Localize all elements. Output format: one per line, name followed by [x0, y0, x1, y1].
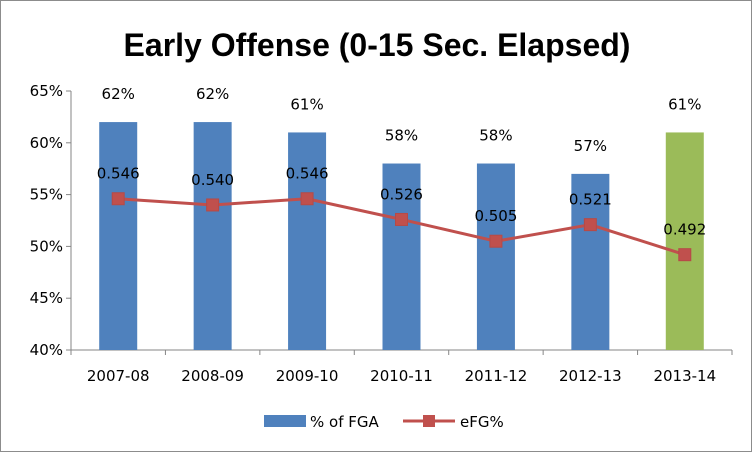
bar-data-label: 58% — [385, 127, 418, 145]
bar-data-label: 57% — [574, 137, 607, 155]
bar-data-label: 62% — [102, 85, 135, 103]
line-data-labels: 0.546 0.540 0.546 0.526 0.505 0.521 0.492 — [97, 165, 707, 239]
line-marker — [206, 198, 220, 212]
bar — [571, 173, 610, 350]
legend-bar-label: % of FGA — [310, 413, 379, 431]
x-axis: 2007-08 2008-09 2009-10 2010-11 2011-12 2012-… — [70, 349, 733, 385]
bar-data-label: 61% — [290, 95, 323, 113]
legend-line-marker — [423, 415, 435, 427]
bar-data-label: 58% — [479, 127, 512, 145]
bar — [193, 122, 232, 350]
bar — [476, 163, 515, 350]
x-tick-label: 2013-14 — [653, 367, 716, 385]
bar — [99, 122, 138, 350]
bar-data-label: 61% — [668, 95, 701, 113]
line-series — [111, 192, 692, 262]
y-tick-label: 45% — [30, 289, 63, 307]
line-marker — [489, 234, 503, 248]
line-marker — [395, 212, 408, 226]
x-tick-label: 2011-12 — [465, 367, 528, 385]
line-marker — [111, 192, 125, 206]
legend-bar-swatch — [264, 415, 306, 427]
bar — [288, 132, 327, 350]
line-data-label: 0.526 — [380, 185, 423, 203]
legend-line-label: eFG% — [460, 413, 504, 431]
line-data-label: 0.540 — [191, 171, 234, 189]
y-tick-label: 55% — [30, 186, 63, 204]
y-tick-label: 50% — [30, 237, 63, 255]
bar-data-labels: 62% 62% 61% 58% 58% 57% 61% — [102, 85, 702, 155]
line-marker — [678, 248, 692, 262]
x-tick-label: 2007-08 — [87, 367, 150, 385]
line-marker — [300, 192, 314, 206]
x-tick-label: 2009-10 — [276, 367, 339, 385]
bar-series — [99, 122, 704, 350]
y-tick-label: 65% — [30, 82, 63, 100]
y-tick-label: 60% — [30, 134, 63, 152]
x-tick-label: 2010-11 — [370, 367, 433, 385]
y-axis: 40% 45% 50% 55% 60% 65% — [30, 82, 72, 359]
bar-data-label: 62% — [196, 85, 229, 103]
x-tick-label: 2012-13 — [559, 367, 622, 385]
bar — [382, 163, 421, 350]
line-marker — [583, 218, 597, 232]
legend: % of FGA eFG% — [264, 413, 504, 431]
line-data-label: 0.521 — [569, 191, 612, 209]
line-data-label: 0.505 — [474, 207, 517, 225]
bar — [665, 132, 704, 350]
line-data-label: 0.546 — [286, 165, 329, 183]
chart-title: Early Offense (0-15 Sec. Elapsed) — [124, 27, 631, 63]
line-data-label: 0.546 — [97, 165, 140, 183]
x-tick-label: 2008-09 — [181, 367, 244, 385]
y-tick-label: 40% — [30, 341, 63, 359]
line-data-label: 0.492 — [663, 221, 706, 239]
